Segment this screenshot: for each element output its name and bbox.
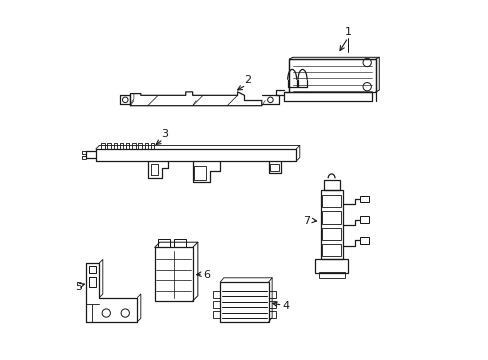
Bar (268, 311, 275, 318)
Bar (322, 228, 341, 240)
Bar (173, 239, 185, 247)
Bar (318, 272, 344, 279)
Bar (322, 195, 341, 207)
Text: 4: 4 (282, 301, 289, 311)
Bar (158, 239, 170, 247)
Bar (360, 216, 368, 223)
Text: 3: 3 (161, 129, 168, 139)
Bar (194, 166, 206, 180)
Text: 1: 1 (344, 27, 351, 37)
Bar (268, 291, 275, 297)
Bar (213, 301, 220, 308)
Text: 7: 7 (303, 216, 309, 226)
Bar (220, 282, 268, 322)
Bar (324, 180, 339, 190)
Text: 6: 6 (203, 270, 210, 280)
Bar (270, 164, 279, 171)
Text: 5: 5 (75, 282, 82, 292)
Bar (322, 244, 341, 256)
Bar (213, 291, 220, 297)
Bar (268, 301, 275, 308)
Bar (154, 247, 192, 301)
Bar (360, 237, 368, 244)
Bar (213, 311, 220, 318)
Bar (315, 260, 347, 273)
Bar (320, 190, 342, 260)
Text: 2: 2 (244, 75, 251, 85)
Bar (360, 195, 368, 202)
Bar (89, 266, 96, 273)
Bar (322, 211, 341, 224)
Bar (89, 277, 96, 287)
